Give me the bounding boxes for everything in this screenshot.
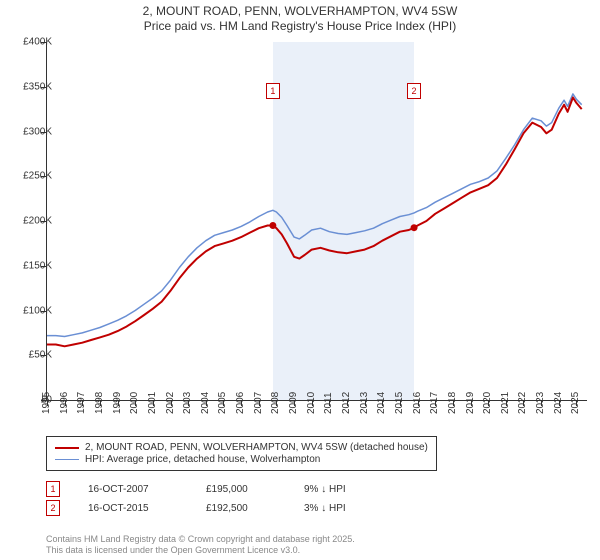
tx-marker-box: 2 — [407, 83, 421, 99]
tx-marker: 1 — [46, 481, 60, 497]
tx-dot — [411, 224, 418, 231]
y-axis-label: £100K — [8, 305, 52, 316]
legend-swatch — [55, 459, 79, 460]
x-axis-label: 2011 — [323, 392, 334, 414]
x-axis-label: 2016 — [412, 392, 423, 414]
x-axis-label: 2017 — [429, 392, 440, 414]
y-axis-label: £50K — [8, 350, 52, 361]
tx-marker: 2 — [46, 500, 60, 516]
table-row: 2 16-OCT-2015 £192,500 3% ↓ HPI — [46, 500, 394, 516]
x-axis-label: 2022 — [517, 392, 528, 414]
credit-line-1: Contains HM Land Registry data © Crown c… — [46, 534, 355, 545]
x-axis-label: 2001 — [147, 392, 158, 414]
transaction-table: 1 16-OCT-2007 £195,000 9% ↓ HPI 2 16-OCT… — [46, 478, 394, 519]
x-axis-label: 2006 — [235, 392, 246, 414]
plot-area: 1995199619971998199920002001200220032004… — [46, 42, 587, 401]
tx-date: 16-OCT-2015 — [88, 503, 178, 514]
chart-svg — [47, 42, 587, 400]
title-line-2: Price paid vs. HM Land Registry's House … — [0, 19, 600, 34]
x-axis-label: 1999 — [112, 392, 123, 414]
x-axis-label: 2012 — [341, 392, 352, 414]
series-hpi — [47, 94, 582, 337]
y-axis-label: £200K — [8, 216, 52, 227]
x-axis-label: 2007 — [253, 392, 264, 414]
legend-swatch — [55, 447, 79, 449]
y-axis-label: £250K — [8, 171, 52, 182]
x-axis-label: 2000 — [129, 392, 140, 414]
x-axis-label: 2020 — [482, 392, 493, 414]
title-line-1: 2, MOUNT ROAD, PENN, WOLVERHAMPTON, WV4 … — [0, 4, 600, 19]
x-axis-label: 2014 — [376, 392, 387, 414]
x-axis-label: 2008 — [270, 392, 281, 414]
x-axis-label: 2021 — [500, 392, 511, 414]
x-axis-label: 2005 — [217, 392, 228, 414]
y-axis-label: £0 — [8, 395, 52, 406]
credit-line-2: This data is licensed under the Open Gov… — [46, 545, 355, 556]
credits: Contains HM Land Registry data © Crown c… — [46, 534, 355, 556]
tx-delta: 9% ↓ HPI — [304, 484, 394, 495]
x-axis-label: 2024 — [553, 392, 564, 414]
legend: 2, MOUNT ROAD, PENN, WOLVERHAMPTON, WV4 … — [46, 436, 437, 471]
x-axis-label: 2023 — [535, 392, 546, 414]
x-axis-label: 2013 — [359, 392, 370, 414]
legend-label: HPI: Average price, detached house, Wolv… — [85, 454, 320, 465]
legend-item: HPI: Average price, detached house, Wolv… — [55, 454, 428, 465]
x-axis-label: 2009 — [288, 392, 299, 414]
table-row: 1 16-OCT-2007 £195,000 9% ↓ HPI — [46, 481, 394, 497]
chart-title: 2, MOUNT ROAD, PENN, WOLVERHAMPTON, WV4 … — [0, 4, 600, 34]
tx-price: £192,500 — [206, 503, 276, 514]
tx-date: 16-OCT-2007 — [88, 484, 178, 495]
x-axis-label: 2004 — [200, 392, 211, 414]
x-axis-label: 2015 — [394, 392, 405, 414]
x-axis-label: 1996 — [59, 392, 70, 414]
y-axis-label: £400K — [8, 37, 52, 48]
tx-price: £195,000 — [206, 484, 276, 495]
y-axis-label: £150K — [8, 260, 52, 271]
x-axis-label: 2019 — [465, 392, 476, 414]
x-axis-label: 2025 — [570, 392, 581, 414]
tx-dot — [269, 222, 276, 229]
x-axis-label: 2010 — [306, 392, 317, 414]
series-price_paid — [47, 98, 582, 347]
legend-item: 2, MOUNT ROAD, PENN, WOLVERHAMPTON, WV4 … — [55, 442, 428, 453]
y-axis-label: £300K — [8, 126, 52, 137]
y-axis-label: £350K — [8, 81, 52, 92]
tx-marker-box: 1 — [266, 83, 280, 99]
x-axis-label: 1997 — [76, 392, 87, 414]
legend-label: 2, MOUNT ROAD, PENN, WOLVERHAMPTON, WV4 … — [85, 442, 428, 453]
x-axis-label: 2002 — [165, 392, 176, 414]
x-axis-label: 2003 — [182, 392, 193, 414]
x-axis-label: 1998 — [94, 392, 105, 414]
tx-delta: 3% ↓ HPI — [304, 503, 394, 514]
x-axis-label: 2018 — [447, 392, 458, 414]
